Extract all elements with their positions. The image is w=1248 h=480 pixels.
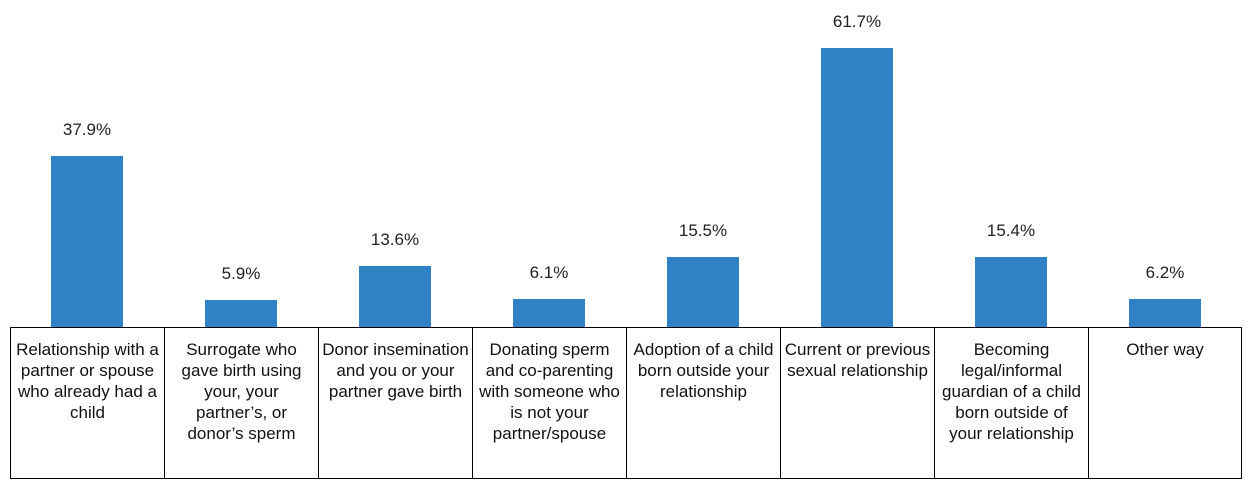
category-label: Relationship with a partner or spouse wh… xyxy=(10,327,164,479)
category-label: Other way xyxy=(1088,327,1242,479)
bar xyxy=(513,299,585,327)
bar xyxy=(975,257,1047,327)
bar xyxy=(359,265,431,327)
category-label: Surrogate who gave birth using your, you… xyxy=(164,327,318,479)
category-label: Becoming legal/informal guardian of a ch… xyxy=(934,327,1088,479)
data-label: 15.4% xyxy=(986,221,1036,241)
data-label: 15.5% xyxy=(678,220,728,240)
bar xyxy=(821,48,893,327)
data-label: 6.1% xyxy=(529,263,569,283)
bar xyxy=(667,256,739,327)
bar xyxy=(205,300,277,327)
category-label: Donating sperm and co-parenting with som… xyxy=(472,327,626,479)
category-label: Adoption of a child born outside your re… xyxy=(626,327,780,479)
data-label: 5.9% xyxy=(221,264,261,284)
data-label: 37.9% xyxy=(62,119,112,139)
bar xyxy=(51,155,123,327)
category-label: Current or previous sexual relationship xyxy=(780,327,934,479)
data-label: 13.6% xyxy=(370,229,420,249)
data-label: 6.2% xyxy=(1145,262,1185,282)
data-label: 61.7% xyxy=(832,12,882,32)
category-label: Donor insemination and you or your partn… xyxy=(318,327,472,479)
bar xyxy=(1129,298,1201,327)
